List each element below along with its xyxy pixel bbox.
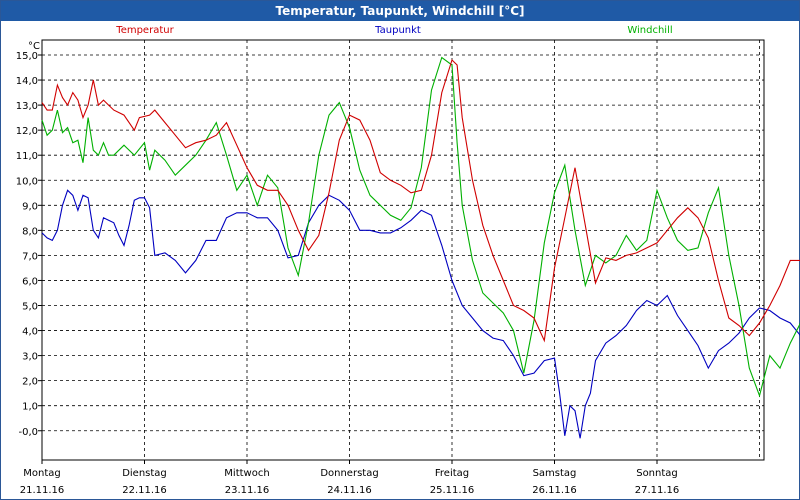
window-title: Temperatur, Taupunkt, Windchill [°C] (1, 1, 799, 21)
y-tick-label: 10,0 (16, 176, 38, 187)
x-tick-date: 25.11.16 (430, 485, 475, 496)
y-tick-label: 11,0 (16, 151, 38, 162)
y-tick-label: 4,0 (22, 327, 38, 338)
legend-taupunkt: Taupunkt (374, 25, 421, 36)
x-tick-day: Dienstag (122, 468, 167, 479)
y-tick-label: 1,0 (22, 402, 38, 413)
series-line-windchill (41, 56, 800, 398)
x-tick-day: Sonntag (636, 468, 678, 479)
y-tick-label: 8,0 (22, 226, 38, 237)
x-tick-day: Samstag (533, 468, 577, 479)
y-tick-label: 15,0 (16, 51, 38, 62)
legend-temperatur: Temperatur (115, 25, 174, 36)
chart-canvas: -0,0 1,0 2,0 3,0 4,0 5,0 6,0 7,0 8,0 9,0 10,0 11,0 1… (16, 25, 800, 496)
x-tick-day: Donnerstag (320, 468, 378, 479)
y-tick-label: 3,0 (22, 352, 38, 363)
x-tick-date: 24.11.16 (327, 485, 372, 496)
y-axis-unit: °C (28, 41, 40, 52)
x-tick-day: Montag (23, 468, 60, 479)
x-tick-date: 21.11.16 (20, 485, 65, 496)
y-tick-label: 14,0 (16, 76, 38, 87)
y-tick-label: 2,0 (22, 377, 38, 388)
y-tick-label: -0,0 (18, 427, 38, 438)
x-tick-day: Freitag (435, 468, 469, 479)
y-tick-label: 7,0 (22, 251, 38, 262)
y-tick-label: 6,0 (22, 276, 38, 287)
series-line-temperatur (41, 58, 800, 343)
x-tick-date: 23.11.16 (225, 485, 270, 496)
plot-frame (41, 39, 765, 461)
x-tick-date: 22.11.16 (122, 485, 167, 496)
y-tick-label: 5,0 (22, 302, 38, 313)
y-tick-label: 12,0 (16, 126, 38, 137)
y-tick-label: 13,0 (16, 101, 38, 112)
x-tick-date: 27.11.16 (635, 485, 680, 496)
x-tick-date: 26.11.16 (532, 485, 577, 496)
x-tick-day: Mittwoch (224, 468, 269, 479)
series-line-taupunkt (41, 189, 800, 439)
legend-windchill: Windchill (627, 25, 672, 36)
y-tick-label: 9,0 (22, 201, 38, 212)
